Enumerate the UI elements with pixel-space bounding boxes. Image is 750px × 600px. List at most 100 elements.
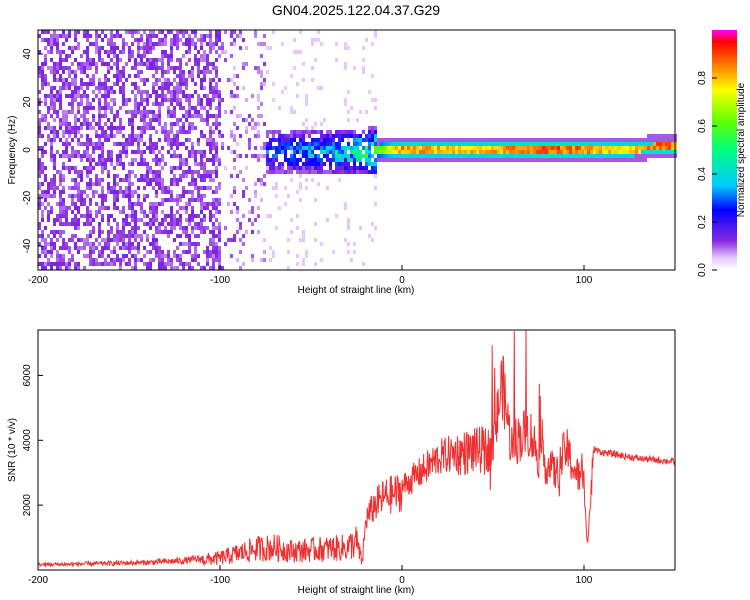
heatmap-cell [197,214,200,218]
heatmap-cell [290,138,293,142]
heatmap-cell [338,146,341,150]
heatmap-cell [251,154,254,158]
heatmap-cell [326,218,329,222]
heatmap-cell [191,122,194,126]
heatmap-cell [95,246,98,250]
heatmap-cell [638,158,641,162]
heatmap-cell [542,146,545,150]
heatmap-cell [158,178,161,182]
heatmap-cell [269,166,272,170]
heatmap-cell [188,246,191,250]
heatmap-cell [62,178,65,182]
heatmap-cell [131,82,134,86]
heatmap-cell [395,142,398,146]
heatmap-cell [182,42,185,46]
heatmap-cell [335,58,338,62]
heatmap-cell [197,38,200,42]
heatmap-cell [290,74,293,78]
heatmap-cell [110,154,113,158]
heatmap-cell [182,94,185,98]
heatmap-cell [110,150,113,154]
heatmap-cell [122,38,125,42]
heatmap-cell [38,174,41,178]
heatmap-cell [158,162,161,166]
heatmap-cell [116,238,119,242]
heatmap-cell [653,154,656,158]
heatmap-cell [224,58,227,62]
heatmap-cell [176,246,179,250]
heatmap-cell [413,154,416,158]
heatmap-cell [56,262,59,266]
heatmap-cell [404,142,407,146]
heatmap-cell [209,178,212,182]
heatmap-cell [41,82,44,86]
heatmap-cell [137,258,140,262]
heatmap-cell [131,158,134,162]
heatmap-cell [335,166,338,170]
heatmap-cell [299,198,302,202]
heatmap-cell [164,86,167,90]
heatmap-cell [158,226,161,230]
heatmap-cell [422,158,425,162]
heatmap-cell [515,150,518,154]
heatmap-cell [125,138,128,142]
heatmap-cell [206,170,209,174]
heatmap-cell [179,158,182,162]
heatmap-cell [71,94,74,98]
heatmap-cell [578,138,581,142]
heatmap-cell [209,254,212,258]
heatmap-cell [80,94,83,98]
heatmap-cell [44,126,47,130]
heatmap-cell [272,158,275,162]
heatmap-cell [371,126,374,130]
heatmap-cell [86,122,89,126]
heatmap-cell [203,66,206,70]
heatmap-cell [179,82,182,86]
heatmap-cell [122,178,125,182]
heatmap-cell [80,190,83,194]
heatmap-cell [119,78,122,82]
heatmap-cell [185,206,188,210]
heatmap-cell [239,250,242,254]
heatmap-cell [371,98,374,102]
heatmap-cell [554,138,557,142]
heatmap-cell [209,42,212,46]
heatmap-cell [206,142,209,146]
heatmap-cell [644,138,647,142]
heatmap-cell [128,258,131,262]
heatmap-cell [44,174,47,178]
heatmap-cell [188,202,191,206]
heatmap-cell [623,138,626,142]
heatmap-cell [47,126,50,130]
heatmap-cell [143,122,146,126]
heatmap-cell [170,98,173,102]
heatmap-cell [128,134,131,138]
heatmap-cell [122,82,125,86]
heatmap-cell [326,170,329,174]
heatmap-cell [188,238,191,242]
heatmap-cell [53,66,56,70]
heatmap-cell [86,238,89,242]
heatmap-cell [275,166,278,170]
heatmap-cell [44,194,47,198]
heatmap-cell [53,230,56,234]
heatmap-cell [209,214,212,218]
heatmap-cell [131,182,134,186]
heatmap-cell [428,158,431,162]
heatmap-cell [86,158,89,162]
spectrogram-y-label: Frequency (Hz) [7,116,18,185]
heatmap-cell [158,78,161,82]
heatmap-cell [188,70,191,74]
heatmap-cell [284,146,287,150]
heatmap-cell [278,130,281,134]
heatmap-cell [107,66,110,70]
heatmap-cell [344,42,347,46]
heatmap-cell [233,190,236,194]
heatmap-cell [530,150,533,154]
heatmap-cell [302,142,305,146]
heatmap-cell [191,78,194,82]
heatmap-cell [101,162,104,166]
heatmap-cell [602,146,605,150]
heatmap-cell [65,130,68,134]
heatmap-cell [206,158,209,162]
